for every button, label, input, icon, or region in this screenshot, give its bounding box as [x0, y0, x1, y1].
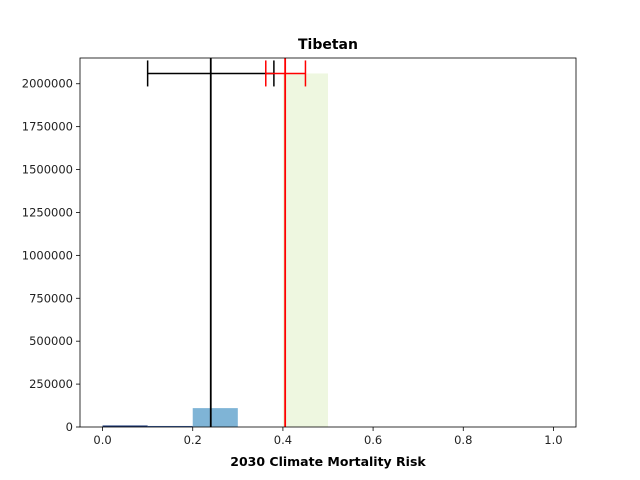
- histogram-bar-2: [192, 408, 238, 427]
- x-tick-label: 0.0: [93, 433, 111, 447]
- y-tick-label: 0: [66, 420, 73, 434]
- y-tick-label: 2000000: [22, 77, 73, 91]
- bars-layer: [102, 73, 328, 428]
- chart-title: Tibetan: [298, 37, 358, 53]
- x-tick-label: 0.8: [454, 433, 472, 447]
- x-tick-label: 0.2: [184, 433, 202, 447]
- error-bars-layer: [146, 60, 307, 87]
- y-tick-label: 1250000: [22, 205, 73, 219]
- x-axis: 0.0 0.2 0.4 0.6 0.8 1.0: [93, 427, 563, 447]
- histogram-bar-0: [102, 425, 148, 427]
- x-axis-label: 2030 Climate Mortality Risk: [230, 454, 426, 469]
- y-tick-label: 500000: [29, 334, 73, 348]
- y-tick-label: 1750000: [22, 120, 73, 134]
- x-tick-label: 0.4: [274, 433, 292, 447]
- y-tick-label: 250000: [29, 377, 73, 391]
- y-tick-label: 1500000: [22, 163, 73, 177]
- x-tick-label: 1.0: [544, 433, 562, 447]
- histogram-bar-1: [147, 425, 193, 427]
- x-tick-label: 0.6: [364, 433, 382, 447]
- reference-lines-layer: [209, 58, 287, 427]
- histogram-bar-3: [282, 73, 328, 428]
- y-tick-label: 750000: [29, 291, 73, 305]
- y-axis: 0 250000 500000 750000 1000000 1250000 1500000…: [22, 77, 80, 434]
- plot-frame: [79, 57, 577, 428]
- y-tick-label: 1000000: [22, 248, 73, 262]
